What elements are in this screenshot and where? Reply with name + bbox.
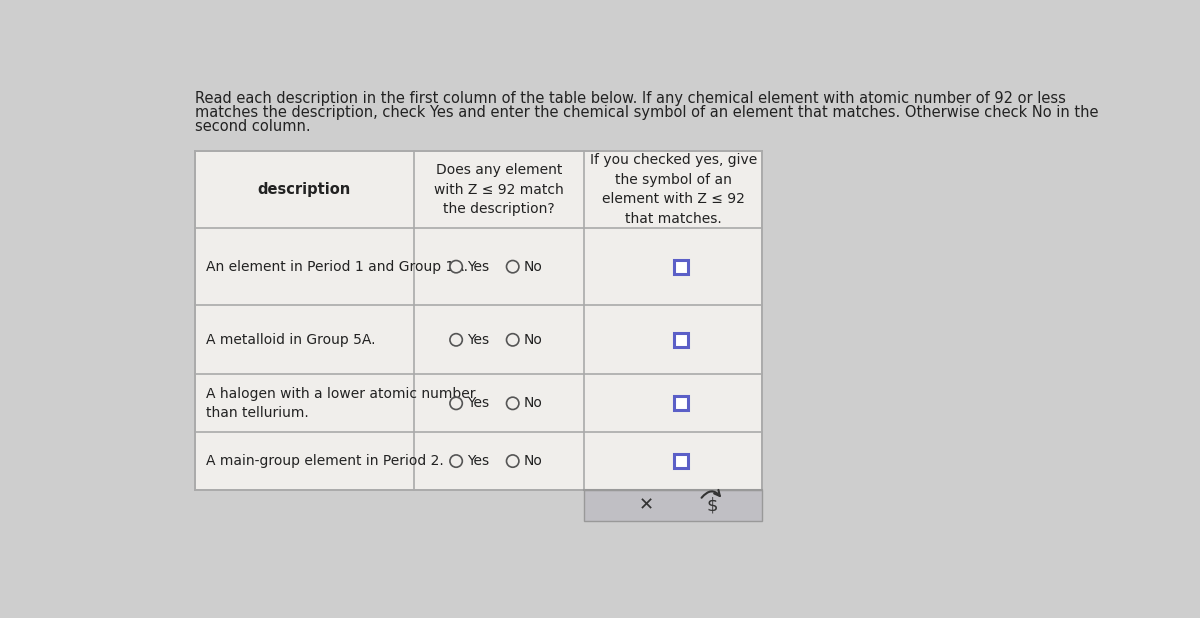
Text: Read each description in the first column of the table below. If any chemical el: Read each description in the first colum…	[194, 91, 1066, 106]
Circle shape	[506, 455, 518, 467]
Text: second column.: second column.	[194, 119, 311, 134]
Circle shape	[450, 261, 462, 273]
Circle shape	[450, 455, 462, 467]
Text: A main-group element in Period 2.: A main-group element in Period 2.	[206, 454, 444, 468]
Bar	[584, 490, 762, 521]
Bar	[674, 454, 688, 468]
Circle shape	[506, 334, 518, 346]
Text: No: No	[523, 396, 542, 410]
Text: If you checked yes, give
the symbol of an
element with Z ≤ 92
that matches.: If you checked yes, give the symbol of a…	[589, 153, 757, 226]
Text: No: No	[523, 260, 542, 274]
Text: An element in Period 1 and Group 1A.: An element in Period 1 and Group 1A.	[206, 260, 468, 274]
Text: $: $	[707, 496, 718, 514]
Bar	[674, 260, 688, 274]
Text: ✕: ✕	[638, 496, 654, 514]
Circle shape	[506, 397, 518, 410]
Text: Yes: Yes	[467, 333, 490, 347]
Bar	[674, 396, 688, 410]
Text: Yes: Yes	[467, 396, 490, 410]
Circle shape	[450, 334, 462, 346]
Circle shape	[506, 261, 518, 273]
Text: No: No	[523, 333, 542, 347]
Circle shape	[450, 397, 462, 410]
Text: description: description	[258, 182, 350, 197]
Text: No: No	[523, 454, 542, 468]
Bar	[194, 151, 762, 490]
Bar	[674, 333, 688, 347]
Text: matches the description, check Yes and enter the chemical symbol of an element t: matches the description, check Yes and e…	[194, 105, 1098, 120]
Text: Yes: Yes	[467, 260, 490, 274]
Text: Yes: Yes	[467, 454, 490, 468]
Text: A halogen with a lower atomic number
than tellurium.: A halogen with a lower atomic number tha…	[206, 387, 475, 420]
Text: Does any element
with Z ≤ 92 match
the description?: Does any element with Z ≤ 92 match the d…	[434, 163, 564, 216]
Text: A metalloid in Group 5A.: A metalloid in Group 5A.	[206, 333, 376, 347]
